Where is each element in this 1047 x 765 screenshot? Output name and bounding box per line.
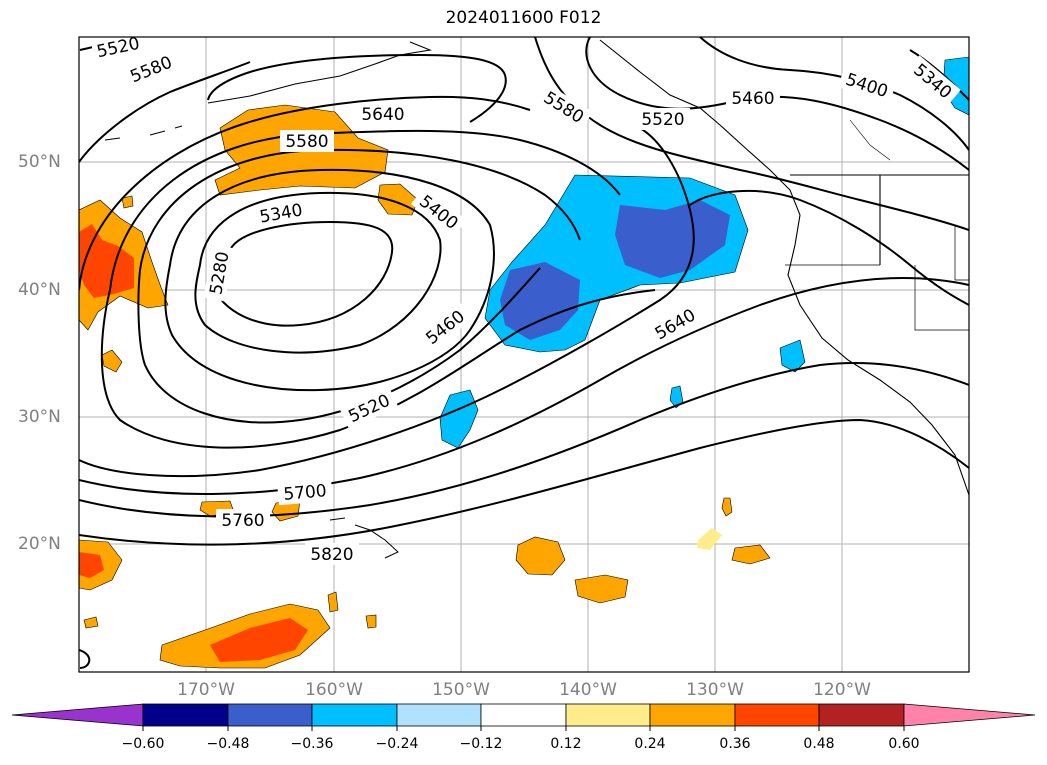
colorbar-segment xyxy=(734,703,820,727)
contour-label: 5520 xyxy=(641,110,684,130)
colorbar-tick-label: −0.12 xyxy=(459,736,503,752)
colorbar-segment xyxy=(227,703,313,727)
colorbar-tick-label: −0.24 xyxy=(375,736,419,752)
colorbar-tick-label: 0.60 xyxy=(888,736,920,752)
lat-label: 50°N xyxy=(18,152,61,172)
colorbar-tick-label: 0.12 xyxy=(550,736,582,752)
gridlines xyxy=(79,37,969,672)
contour-label: 5400 xyxy=(843,70,890,102)
contour-label: 5760 xyxy=(221,511,264,531)
lon-label: 170°W xyxy=(177,680,235,700)
contour-label: 5580 xyxy=(285,132,328,152)
lon-label: 150°W xyxy=(432,680,490,700)
colorbar-segment xyxy=(649,703,736,727)
colorbar-segment xyxy=(142,703,229,727)
colorbar-extend-min xyxy=(11,703,144,727)
colorbar-extend-max xyxy=(903,703,1036,727)
colorbar-tick-label: −0.48 xyxy=(206,736,250,752)
colorbar-tick-label: 0.36 xyxy=(719,736,751,752)
lat-label: 30°N xyxy=(18,407,61,427)
map-frame xyxy=(78,36,970,673)
lon-label: 140°W xyxy=(559,680,617,700)
negative-anomaly-region xyxy=(439,56,969,449)
colorbar xyxy=(11,703,1036,731)
colorbar-tick-label: 0.48 xyxy=(803,736,835,752)
colorbar-tick-label: −0.60 xyxy=(121,736,165,752)
contour-label: 5700 xyxy=(283,481,328,505)
contour-label-backings xyxy=(92,37,961,565)
contour-label: 5460 xyxy=(731,89,774,109)
map-title: 2024011600 F012 xyxy=(445,8,602,28)
contour-label: 5820 xyxy=(310,545,353,565)
colorbar-segment xyxy=(818,703,905,727)
lon-label: 160°W xyxy=(305,680,363,700)
positive-anomaly-region xyxy=(79,104,771,669)
colorbar-tick-marks xyxy=(142,726,905,731)
colorbar-segment xyxy=(480,703,567,727)
colorbar-segment xyxy=(396,703,482,727)
contour-label: 5640 xyxy=(361,105,404,125)
colorbar-tick-label: −0.36 xyxy=(290,736,334,752)
height-contours xyxy=(79,37,969,669)
colorbar-segment xyxy=(565,703,651,727)
lat-label: 20°N xyxy=(18,534,61,554)
colorbar-segment xyxy=(311,703,398,727)
contour-label: 5280 xyxy=(206,250,233,296)
colorbar-tick-label: 0.24 xyxy=(634,736,666,752)
lon-label: 120°W xyxy=(813,680,871,700)
lon-label: 130°W xyxy=(686,680,744,700)
lat-label: 40°N xyxy=(18,280,61,300)
